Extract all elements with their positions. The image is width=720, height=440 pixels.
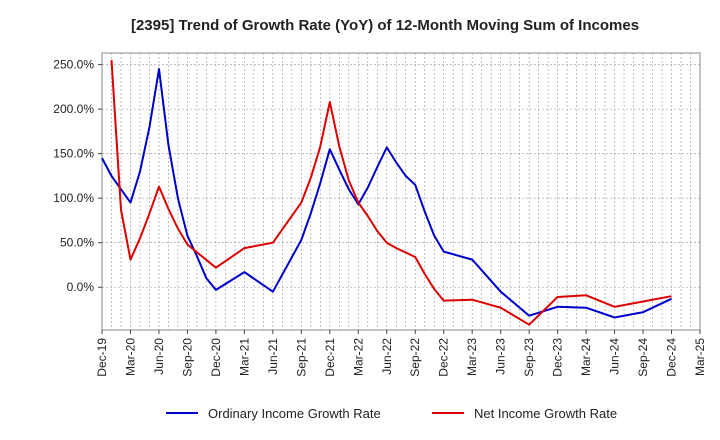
x-tick-label: Mar-24 — [579, 338, 593, 376]
x-tick-label: Dec-22 — [437, 338, 451, 377]
x-tick-label: Jun-20 — [152, 338, 166, 375]
x-tick-label: Jun-23 — [494, 338, 508, 375]
x-tick-label: Dec-24 — [665, 338, 679, 377]
legend-label-net: Net Income Growth Rate — [474, 406, 617, 421]
x-tick-label: Jun-24 — [608, 338, 622, 375]
x-tick-label: Sep-24 — [636, 338, 650, 377]
chart-title: [2395] Trend of Growth Rate (YoY) of 12-… — [131, 17, 639, 34]
y-tick-label: 150.0% — [53, 147, 94, 161]
x-tick-label: Sep-22 — [408, 338, 422, 377]
grid — [102, 53, 700, 330]
x-tick-label: Sep-21 — [294, 338, 308, 377]
y-tick-label: 50.0% — [60, 236, 94, 250]
series-line-ordinary-income — [101, 68, 672, 319]
x-tick-label: Mar-23 — [465, 338, 479, 376]
x-tick-label: Mar-21 — [237, 338, 251, 376]
x-tick-label: Dec-20 — [209, 338, 223, 377]
y-tick-label: 200.0% — [53, 102, 94, 116]
x-tick-label: Dec-21 — [323, 338, 337, 377]
x-tick-label: Mar-20 — [123, 338, 137, 376]
legend-label-ordinary: Ordinary Income Growth Rate — [208, 406, 381, 421]
x-axis: Dec-19 Mar-20 Jun-20 Sep-20 Dec-20 Mar-21 Jun-… — [95, 330, 707, 377]
x-tick-label: Sep-20 — [180, 338, 194, 377]
plot-frame — [101, 52, 701, 331]
legend: Ordinary Income Growth Rate Net Income G… — [166, 406, 617, 421]
x-tick-label: Mar-25 — [693, 338, 707, 376]
y-axis: 0.0% 50.0% 100.0% 150.0% 200.0% 250.0% — [53, 58, 102, 294]
y-tick-label: 250.0% — [53, 58, 94, 72]
x-tick-label: Jun-21 — [266, 338, 280, 375]
x-tick-label: Mar-22 — [351, 338, 365, 376]
y-tick-label: 0.0% — [67, 280, 95, 294]
x-tick-label: Dec-19 — [95, 338, 109, 377]
x-tick-label: Dec-23 — [551, 338, 565, 377]
x-tick-label: Sep-23 — [522, 338, 536, 377]
series-line-net-income — [110, 60, 672, 326]
x-tick-label: Jun-22 — [380, 338, 394, 375]
series-layer — [101, 60, 672, 326]
y-tick-label: 100.0% — [53, 191, 94, 205]
